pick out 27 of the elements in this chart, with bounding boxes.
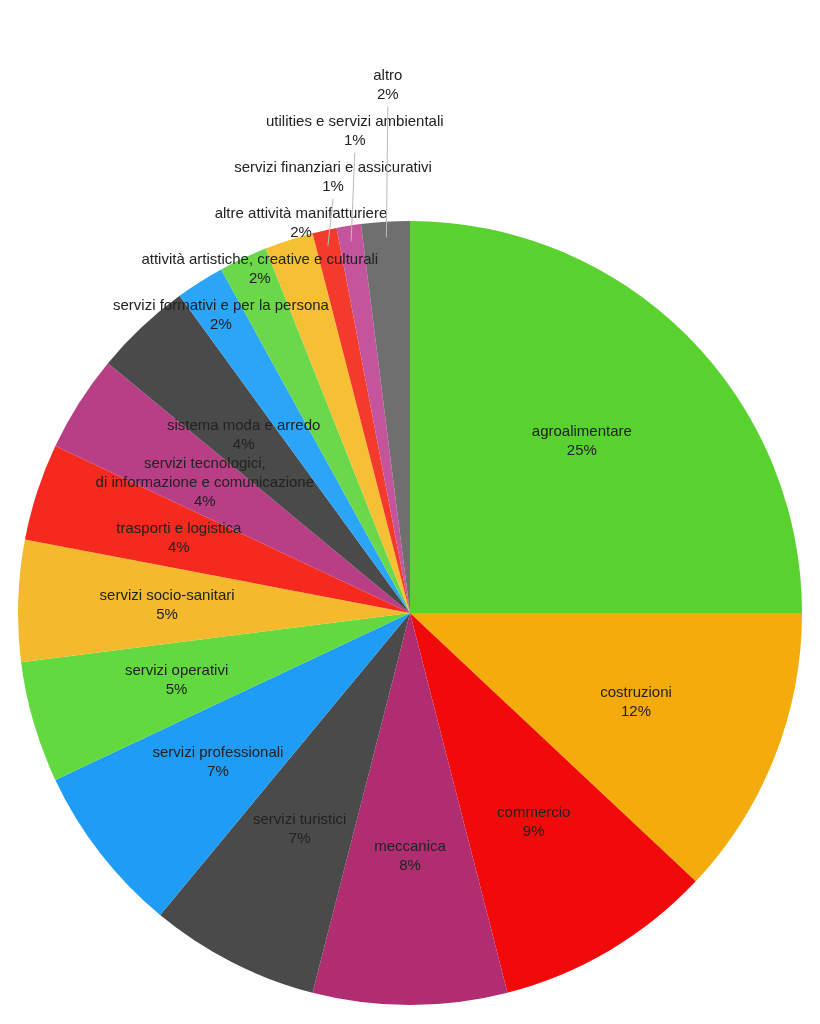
slice-label: servizi professionali: [152, 742, 284, 760]
data-label: 1%: [343, 130, 366, 148]
slice-label: costruzioni: [600, 683, 672, 701]
slice-label: altro: [373, 65, 403, 83]
slice-label: trasporti e logistica: [116, 518, 243, 536]
data-label: 5%: [156, 605, 178, 623]
slice-label: utilities e servizi ambientali: [266, 111, 444, 129]
data-label: 2%: [248, 268, 271, 286]
data-label: 5%: [165, 680, 188, 698]
slice-label: servizi operativi: [124, 661, 229, 679]
data-label: 4%: [193, 491, 216, 509]
slice-label: altre attività manifatturiere: [214, 203, 388, 221]
slice-label: servizi finanziari e assicurativi: [234, 157, 432, 175]
slice-label: meccanica: [374, 836, 447, 854]
data-label: 4%: [168, 537, 190, 555]
slice-label: agroalimentare: [531, 421, 632, 439]
data-label: 9%: [522, 821, 545, 839]
data-label: 2%: [377, 84, 399, 102]
data-label: 25%: [566, 440, 597, 458]
data-label: 7%: [207, 761, 229, 779]
data-label: 2%: [210, 314, 232, 332]
slice-label: commercio: [497, 802, 571, 820]
data-label: 1%: [322, 176, 344, 194]
data-label: 12%: [620, 702, 651, 720]
data-label: 2%: [290, 222, 312, 240]
data-label: 8%: [399, 855, 421, 873]
slice-label: servizi socio-sanitari: [99, 586, 235, 604]
